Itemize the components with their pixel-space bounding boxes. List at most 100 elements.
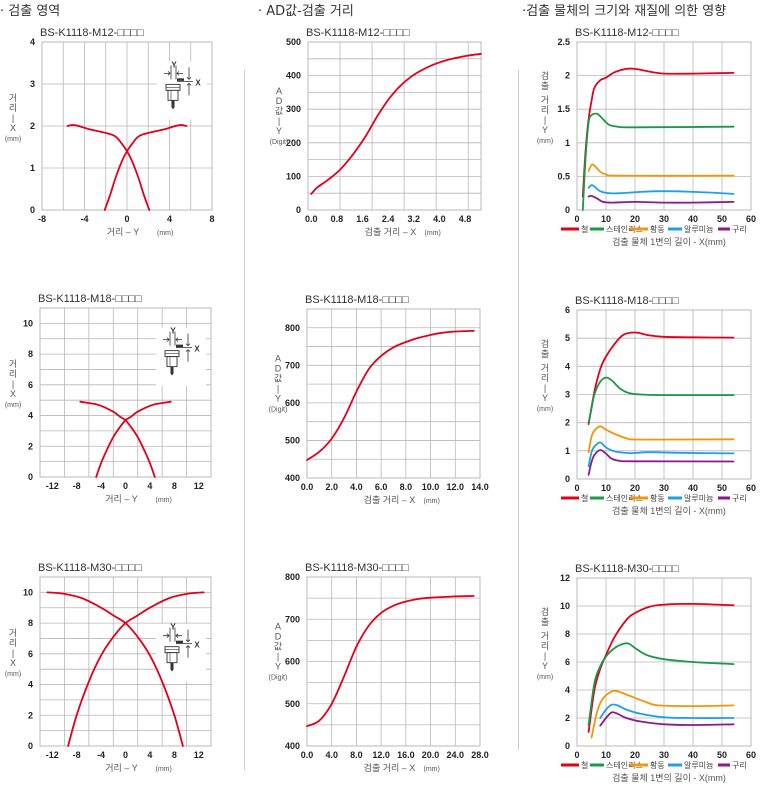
x-tick-label: 0 [123, 750, 128, 760]
y-tick-label: 200 [286, 138, 301, 148]
x-tick-label: 0 [574, 214, 579, 224]
legend-swatch-aluminum [668, 763, 682, 767]
legend-label-stainless: 스테인리스 [606, 760, 643, 770]
y-axis-label-char: | [12, 648, 14, 658]
legend-label-brass: 황동 [650, 760, 665, 770]
y-tick-label: 4 [30, 37, 35, 47]
y-axis-label-char: Y [542, 661, 548, 671]
x-tick-label: 60 [746, 750, 756, 760]
sensor-icon-background [156, 327, 206, 386]
legend-swatch-brass [630, 496, 648, 500]
y-axis-label-char: | [277, 383, 279, 393]
x-axis-label: 거리 – Y [105, 494, 138, 504]
sensor-cable-end [170, 668, 174, 672]
x-tick-label: 50 [717, 483, 727, 493]
arrow-icon [185, 645, 191, 658]
chart-title: BS-K1118-M12-□□□□ [40, 27, 144, 39]
y-axis-label-char: D [275, 631, 282, 641]
legend-label-aluminum: 알루미늄 [684, 493, 713, 503]
y-axis-label-char: X [10, 658, 16, 668]
legend-label-iron: 철 [581, 493, 588, 503]
sensor-diagram-icon: YX [157, 60, 207, 120]
y-axis-label-char: 값 [274, 372, 282, 383]
x-tick-label: 16.0 [397, 750, 415, 760]
sensor-icon-background [156, 623, 206, 682]
x-tick-label: 8 [172, 750, 177, 760]
x-tick-label: 0 [124, 214, 129, 224]
arrow-icon [164, 71, 171, 76]
chart-title: BS-K1118-M30-□□□□ [305, 562, 409, 574]
y-tick-label: 2 [28, 710, 33, 720]
x-tick-label: -12 [46, 481, 59, 491]
y-axis-label-char: 검 [541, 70, 549, 81]
legend-swatch-brass [630, 227, 648, 231]
y-tick-label: 8 [28, 618, 33, 628]
y-tick-label: 2 [30, 121, 35, 131]
section-title-ad-value: · AD값-검출 거리 [258, 4, 354, 19]
y-tick-label: 0 [296, 205, 301, 215]
legend-label-copper: 구리 [732, 761, 747, 770]
x-tick-label: 24.0 [447, 750, 465, 760]
y-axis-label-char: 출 [541, 81, 549, 91]
y-axis-unit: (mm) [537, 674, 553, 681]
x-axis-unit: (mm) [156, 766, 172, 773]
y-axis-label-char: 거 [541, 363, 549, 373]
series-line-left [66, 124, 151, 211]
y-tick-label: 2 [565, 71, 570, 81]
target-object [176, 640, 183, 644]
series-line-aluminum [587, 441, 735, 468]
arrow-icon [186, 82, 192, 96]
x-axis-label: 검출 거리 – X [365, 226, 417, 237]
legend-label-aluminum: 알루미늄 [684, 224, 713, 234]
series-line-AD [310, 52, 482, 195]
legend-swatch-aluminum [668, 496, 682, 500]
x-tick-label: 8.0 [400, 482, 413, 492]
y-axis-label-char: X [10, 123, 16, 133]
y-axis-label-char: 출 [541, 349, 549, 359]
y-axis-label-char: X [10, 389, 16, 399]
x-tick-label: 0 [574, 750, 579, 760]
x-tick-label: 20 [630, 214, 640, 224]
series-line-brass [587, 163, 735, 177]
sensor-cable-end [171, 106, 175, 110]
y-tick-label: 5 [565, 333, 570, 343]
x-axis-unit: (mm) [424, 498, 440, 505]
sensor-label-x: X [194, 345, 200, 354]
x-axis-unit: (mm) [424, 766, 440, 773]
y-axis-label-char: Y [276, 126, 282, 136]
y-axis-label-char: | [12, 113, 14, 123]
arrow-icon [163, 337, 170, 342]
x-tick-label: 30 [659, 750, 669, 760]
series-line-aluminum [587, 184, 735, 195]
x-tick-label: -4 [97, 750, 105, 760]
x-tick-label: 8 [172, 481, 177, 491]
y-tick-label: 1.5 [557, 104, 570, 114]
plot-area [306, 308, 481, 479]
y-axis-unit: (mm) [5, 136, 21, 143]
legend-swatch-iron [561, 763, 579, 767]
sensor-cable [170, 662, 174, 669]
sensor-label-x: X [194, 641, 200, 650]
x-tick-label: 4.0 [350, 482, 363, 492]
y-axis-label-char: 거 [541, 631, 549, 641]
x-tick-label: 4 [167, 214, 172, 224]
x-axis-label: 검출 물체 1변의 길이 - X(mm) [612, 236, 726, 247]
y-axis-label-char: 값 [275, 105, 283, 116]
x-tick-label: -8 [38, 214, 46, 224]
series-line-copper [587, 449, 735, 476]
y-tick-label: 300 [286, 104, 301, 114]
y-tick-label: 600 [285, 657, 300, 667]
x-axis-unit: (mm) [156, 497, 172, 504]
target-object [177, 78, 184, 81]
y-axis-label-char: Y [275, 661, 281, 671]
series-line-stainless [587, 642, 735, 726]
y-tick-label: 600 [285, 398, 300, 408]
x-tick-label: 12 [194, 750, 204, 760]
arrow-icon [163, 633, 170, 638]
y-tick-label: 2 [565, 713, 570, 723]
x-axis-unit: (mm) [157, 230, 173, 237]
y-axis-label-char: A [276, 86, 282, 96]
